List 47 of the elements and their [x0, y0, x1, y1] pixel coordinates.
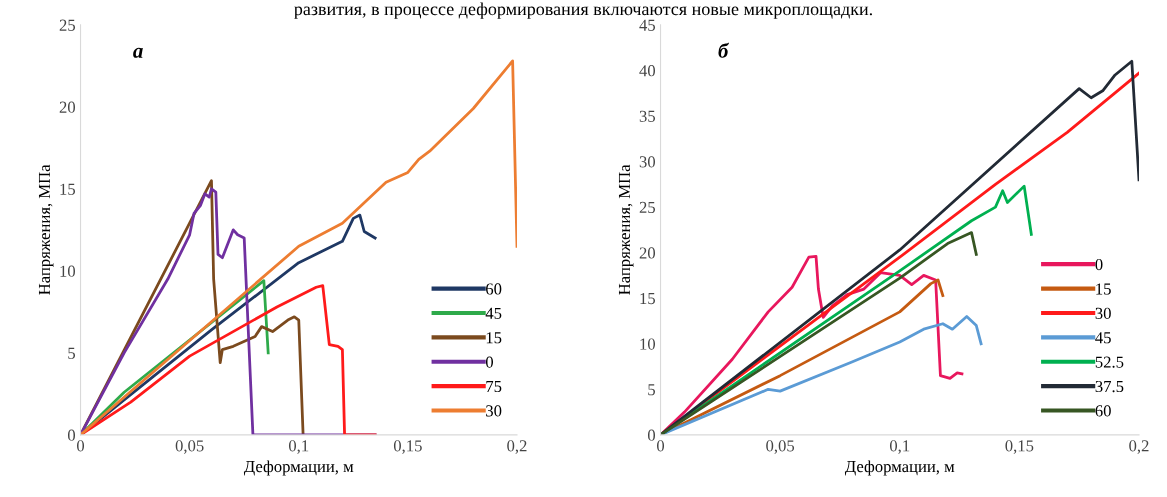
x-tick-label: 0,05	[766, 440, 795, 454]
y-tick-label: 40	[639, 65, 656, 77]
x-axis-title: Деформации, м	[844, 460, 955, 476]
y-tick-label: 5	[68, 347, 76, 359]
legend-label: 60	[486, 283, 502, 295]
y-tick-label: 0	[67, 429, 76, 441]
legend-label: 0	[1095, 258, 1103, 271]
legend-label: 52.5	[1095, 356, 1124, 368]
y-tick-label: 15	[640, 292, 656, 305]
legend-label: 30	[486, 405, 502, 417]
y-axis-title: Напряжения, МПа	[618, 164, 634, 295]
x-tick-label: 0	[76, 440, 85, 452]
x-tick-label: 0	[656, 440, 665, 452]
y-tick-label: 5	[648, 384, 656, 396]
x-tick-label: 0,1	[288, 440, 309, 454]
annotation: а	[133, 47, 143, 58]
line-series	[660, 231, 978, 435]
legend-label: 30	[1095, 307, 1111, 319]
legend-label: 0	[485, 356, 494, 368]
x-tick-label: 0,15	[1005, 440, 1034, 454]
y-tick-label: 20	[639, 247, 656, 259]
x-tick-label: 0,2	[507, 440, 527, 454]
x-tick-label: 0,2	[1129, 440, 1149, 454]
legend-label: 15	[1096, 283, 1111, 295]
y-tick-label: 25	[639, 201, 656, 214]
y-tick-label: 10	[640, 338, 656, 350]
y-tick-label: 20	[59, 101, 76, 113]
y-tick-label: 30	[639, 156, 656, 168]
text: развития, в процессе деформирования включаются новые микроплощадки.	[294, 2, 872, 19]
y-tick-label: 35	[639, 110, 656, 122]
legend-label: 45	[485, 307, 502, 319]
x-tick-label: 0,05	[175, 440, 204, 454]
annotation: б	[718, 42, 730, 58]
y-tick-label: 10	[60, 265, 76, 277]
y-axis-title: Напряжения, МПа	[38, 164, 54, 295]
legend-label: 15	[486, 332, 502, 344]
legend-label: 75	[486, 381, 502, 393]
y-tick-label: 15	[60, 183, 76, 195]
legend-label: 60	[1095, 405, 1111, 417]
x-axis-title: Деформации, м	[243, 460, 354, 476]
x-tick-label: 0,15	[393, 440, 422, 454]
legend-label: 45	[1095, 332, 1111, 344]
legend-label: 37.5	[1095, 380, 1124, 393]
x-tick-label: 0,1	[889, 440, 910, 454]
y-tick-label: 45	[639, 19, 656, 31]
y-tick-label: 25	[59, 19, 76, 31]
y-tick-label: 0	[647, 429, 656, 441]
